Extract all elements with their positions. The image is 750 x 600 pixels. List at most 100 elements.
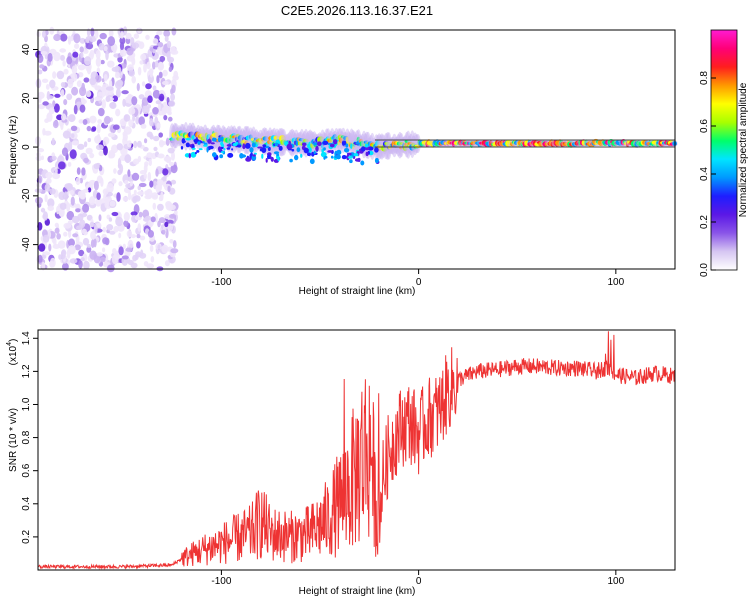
noise-speckle <box>136 140 142 148</box>
noise-speckle <box>36 148 45 153</box>
noise-speckle <box>159 55 166 62</box>
noise-speckle <box>82 119 88 125</box>
ridge-blob <box>212 152 217 158</box>
noise-speckle <box>82 237 90 246</box>
y-tick-label: 20 <box>21 92 32 104</box>
noise-speckle <box>153 146 158 152</box>
noise-speckle <box>128 190 132 201</box>
noise-speckle <box>169 213 177 219</box>
noise-speckle <box>145 34 150 40</box>
noise-speckle <box>96 252 103 257</box>
noise-speckle <box>66 248 71 259</box>
ridge-blob <box>203 144 208 147</box>
ridge-blob <box>252 154 256 157</box>
noise-speckle <box>147 95 153 103</box>
noise-speckle <box>123 212 130 222</box>
noise-speckle <box>168 66 173 72</box>
noise-speckle <box>99 32 107 40</box>
noise-speckle <box>155 100 162 105</box>
noise-speckle <box>60 33 68 42</box>
noise-speckle <box>130 234 136 239</box>
ridge-blob <box>291 148 295 152</box>
noise-speckle <box>156 179 164 186</box>
noise-speckle <box>95 57 102 67</box>
snr-plot: -100 0 100 0.2 0.4 0.6 0.8 1.0 1.2 1.4 Height of… <box>6 329 676 597</box>
ridge-blob <box>201 141 205 144</box>
spectrogram-y-ticks: -40 -20 0 20 40 <box>21 44 38 252</box>
noise-speckle <box>88 35 97 43</box>
noise-speckle <box>125 247 133 252</box>
noise-speckle <box>79 219 86 228</box>
noise-speckle <box>69 189 75 196</box>
noise-speckle <box>134 195 141 202</box>
noise-speckle <box>137 223 142 232</box>
ridge-blob <box>308 147 312 153</box>
noise-speckle <box>46 178 52 184</box>
noise-speckle <box>154 60 159 68</box>
noise-speckle <box>68 238 75 247</box>
ridge-blob <box>349 159 353 164</box>
noise-speckle <box>155 184 161 193</box>
noise-speckle <box>105 86 114 91</box>
ridge-blob <box>257 146 263 149</box>
noise-speckle <box>49 257 56 268</box>
noise-speckle <box>171 27 177 36</box>
noise-speckle <box>46 112 53 122</box>
colorbar-tick-label: 0.6 <box>699 119 710 133</box>
noise-speckle <box>39 64 45 69</box>
noise-speckle <box>173 70 179 79</box>
ridge-blob <box>317 141 322 146</box>
noise-speckle <box>158 195 163 202</box>
ridge-blob <box>301 142 307 147</box>
noise-speckle <box>138 211 143 218</box>
noise-speckle <box>127 93 132 99</box>
noise-speckle <box>157 46 161 55</box>
noise-speckle <box>82 49 89 54</box>
noise-speckle <box>172 240 177 249</box>
noise-speckle <box>152 85 157 91</box>
noise-speckle <box>137 185 141 191</box>
noise-speckle <box>111 178 117 184</box>
noise-speckle <box>112 95 118 102</box>
noise-speckle <box>116 143 124 151</box>
snr-y-label: SNR (10 * v/v) <box>8 408 19 472</box>
ridge-blob <box>296 147 301 153</box>
noise-speckle <box>84 56 92 66</box>
ridge-blob <box>341 155 347 160</box>
colorbar-gradient <box>710 29 738 271</box>
noise-speckle <box>100 59 105 65</box>
noise-speckle <box>145 215 152 220</box>
noise-speckle <box>95 75 102 83</box>
x-tick-label: 0 <box>416 277 422 288</box>
noise-speckle <box>53 51 61 62</box>
ridge-blob <box>198 148 203 151</box>
ridge-blob <box>220 151 224 154</box>
noise-speckle <box>158 132 163 138</box>
noise-speckle <box>118 232 122 239</box>
ridge-blob <box>309 158 315 165</box>
noise-speckle <box>152 38 159 45</box>
ridge-blob <box>294 154 299 161</box>
noise-speckle <box>149 244 154 252</box>
noise-speckle <box>58 191 66 200</box>
noise-speckle <box>56 205 60 215</box>
noise-speckle <box>68 141 73 152</box>
spectrogram-x-ticks: -100 0 100 <box>211 269 625 288</box>
noise-speckle <box>41 254 47 259</box>
noise-speckle <box>72 233 79 238</box>
noise-speckle <box>89 221 95 228</box>
noise-speckle <box>130 211 138 216</box>
noise-speckle <box>41 30 46 38</box>
ridge-blob <box>327 150 333 153</box>
noise-speckle <box>60 82 66 88</box>
noise-speckle <box>77 143 85 150</box>
ridge-blob <box>320 151 327 158</box>
noise-speckle <box>139 60 144 65</box>
colorbar-tick-label: 0.2 <box>699 215 710 229</box>
noise-speckle <box>127 259 134 265</box>
ridge-blob <box>210 142 215 145</box>
noise-speckle <box>43 130 52 136</box>
noise-speckle <box>49 26 55 35</box>
noise-speckle <box>102 188 109 195</box>
noise-speckle <box>103 145 108 156</box>
